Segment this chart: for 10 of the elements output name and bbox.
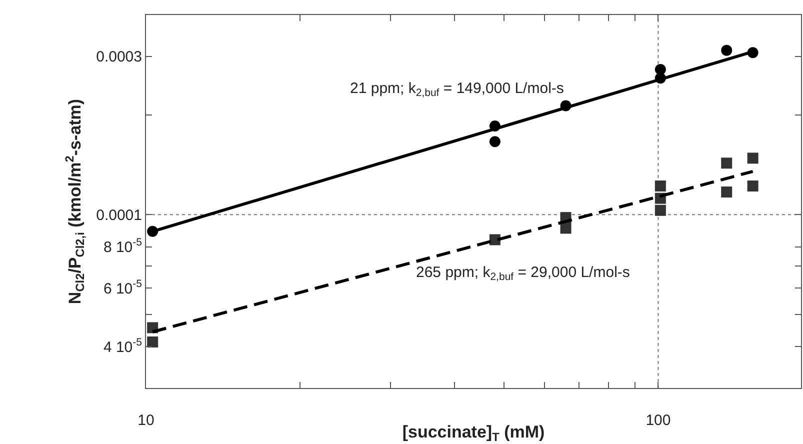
x-axis-title: [succinate]$_{T}$ (mM) xyxy=(402,422,545,444)
x-tick-label: 10 xyxy=(138,412,154,429)
y-tick-label: 0.0003 xyxy=(96,48,142,66)
y-tick-label: 4 10$^{-5}$ xyxy=(103,336,142,356)
y-tick-label: 8 10$^{-5}$ xyxy=(103,236,142,256)
x-tick-label: 100 xyxy=(646,412,671,429)
y-tick-label: 6 10$^{-5}$ xyxy=(103,278,142,298)
annotation: 21 ppm; k$_{2,buf}$ = 149,000 L/mol-s xyxy=(350,80,564,100)
y-tick-label: 0.0001 xyxy=(96,206,142,224)
annotation: 265 ppm; k$_{2,buf}$ = 29,000 L/mol-s xyxy=(416,264,630,284)
